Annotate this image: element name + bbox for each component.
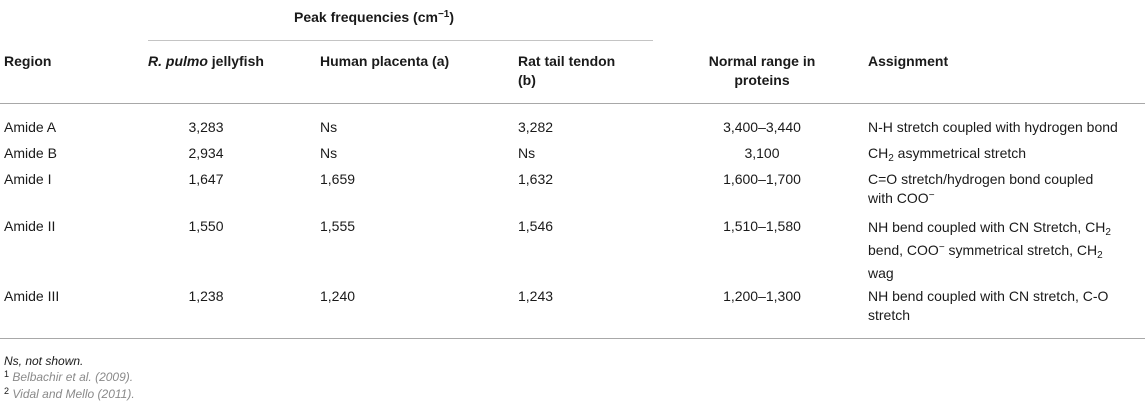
cell-tendon: 1,243 xyxy=(518,288,554,304)
group-header-rule xyxy=(148,40,653,41)
header-normal-range: Normal range in proteins xyxy=(708,53,816,88)
cell-placenta: Ns xyxy=(320,145,338,161)
footnote-1-reference[interactable]: Belbachir et al. (2009). xyxy=(12,370,134,384)
table-bottom-rule xyxy=(0,338,1145,339)
cell-jellyfish: 1,550 xyxy=(188,218,224,234)
cell-assignment: C=O stretch/hydrogen bond coupled with C… xyxy=(868,171,1094,206)
cell-tendon: Ns xyxy=(518,145,536,161)
header-bottom-rule xyxy=(0,103,1145,104)
cell-normal-range: 1,510–1,580 xyxy=(723,218,801,234)
cell-normal-range: 1,600–1,700 xyxy=(723,171,801,187)
header-assignment: Assignment xyxy=(868,53,949,69)
footnote-1: 1 Belbachir et al. (2009). xyxy=(4,369,134,384)
cell-region: Amide I xyxy=(4,171,52,187)
cell-region: Amide B xyxy=(4,145,57,161)
cell-tendon: 3,282 xyxy=(518,119,554,135)
cell-normal-range: 3,400–3,440 xyxy=(723,119,801,135)
header-jellyfish: R. pulmo jellyfish xyxy=(148,53,264,69)
cell-assignment: NH bend coupled with CN Stretch, CH2 ben… xyxy=(868,219,1111,281)
cell-normal-range: 1,200–1,300 xyxy=(723,288,801,304)
cell-region: Amide II xyxy=(4,218,56,234)
cell-jellyfish: 1,238 xyxy=(188,288,224,304)
footnote-2: 2 Vidal and Mello (2011). xyxy=(4,386,135,401)
footnote-2-reference[interactable]: Vidal and Mello (2011). xyxy=(12,387,135,401)
cell-assignment: N-H stretch coupled with hydrogen bond xyxy=(868,119,1118,135)
cell-jellyfish: 3,283 xyxy=(188,119,224,135)
cell-jellyfish: 1,647 xyxy=(188,171,224,187)
header-region: Region xyxy=(4,53,52,69)
cell-placenta: 1,555 xyxy=(320,218,356,234)
header-human-placenta: Human placenta (a) xyxy=(320,53,450,69)
cell-placenta: Ns xyxy=(320,119,338,135)
cell-jellyfish: 2,934 xyxy=(188,145,224,161)
header-rat-tail-tendon: Rat tail tendon (b) xyxy=(518,53,616,88)
cell-tendon: 1,632 xyxy=(518,171,554,187)
cell-region: Amide III xyxy=(4,288,60,304)
cell-assignment: CH2 asymmetrical stretch xyxy=(868,145,1027,164)
cell-tendon: 1,546 xyxy=(518,218,554,234)
cell-assignment: NH bend coupled with CN stretch, C-O str… xyxy=(868,288,1109,323)
cell-placenta: 1,659 xyxy=(320,171,356,187)
cell-region: Amide A xyxy=(4,119,57,135)
peak-frequencies-group-header: Peak frequencies (cm−1) xyxy=(294,9,455,25)
cell-normal-range: 3,100 xyxy=(744,145,780,161)
cell-placenta: 1,240 xyxy=(320,288,356,304)
footnote-ns: Ns, not shown. xyxy=(4,354,84,368)
